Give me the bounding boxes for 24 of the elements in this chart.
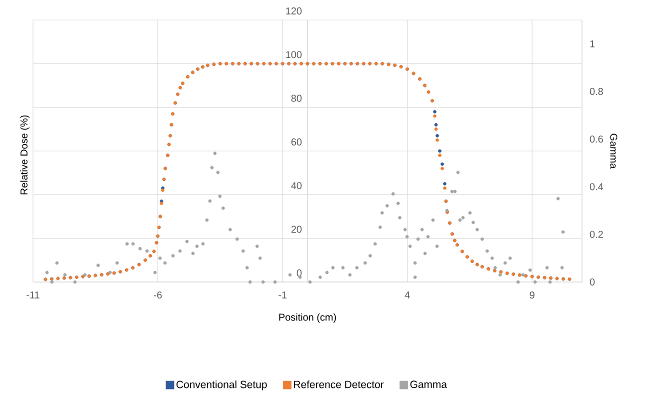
- legend-label: Reference Detector: [294, 380, 384, 388]
- x-axis-title: Position (cm): [279, 313, 336, 323]
- y-tick-label: 100: [286, 51, 302, 58]
- y2-axis-title: Gamma: [610, 134, 618, 169]
- x-tick-label: 9: [530, 292, 534, 299]
- x-tick-label: 4: [404, 291, 410, 298]
- legend-label: Gamma: [410, 380, 447, 388]
- y-tick-label: 0: [296, 269, 302, 276]
- y2-tick-label: 0.2: [590, 230, 603, 238]
- y2-tick-label: 1: [590, 40, 595, 48]
- y2-tick-label: 0.8: [590, 88, 603, 95]
- y-tick-label: 60: [291, 138, 302, 146]
- y2-tick-label: 0: [590, 278, 595, 286]
- x-tick-label: -11: [26, 291, 40, 298]
- y-axis-title: Relative Dose (%): [20, 115, 30, 194]
- x-tick-label: -1: [278, 291, 286, 298]
- y2-tick-label: 0.6: [590, 136, 603, 143]
- y-tick-label: 20: [291, 226, 302, 233]
- legend-label: Conventional Setup: [176, 380, 267, 390]
- y2-tick-label: 0.4: [590, 183, 604, 190]
- y-tick-label: 40: [291, 182, 302, 190]
- y-tick-label: 120: [286, 7, 302, 14]
- y-tick-label: 80: [291, 94, 302, 102]
- x-tick-label: -6: [154, 292, 162, 299]
